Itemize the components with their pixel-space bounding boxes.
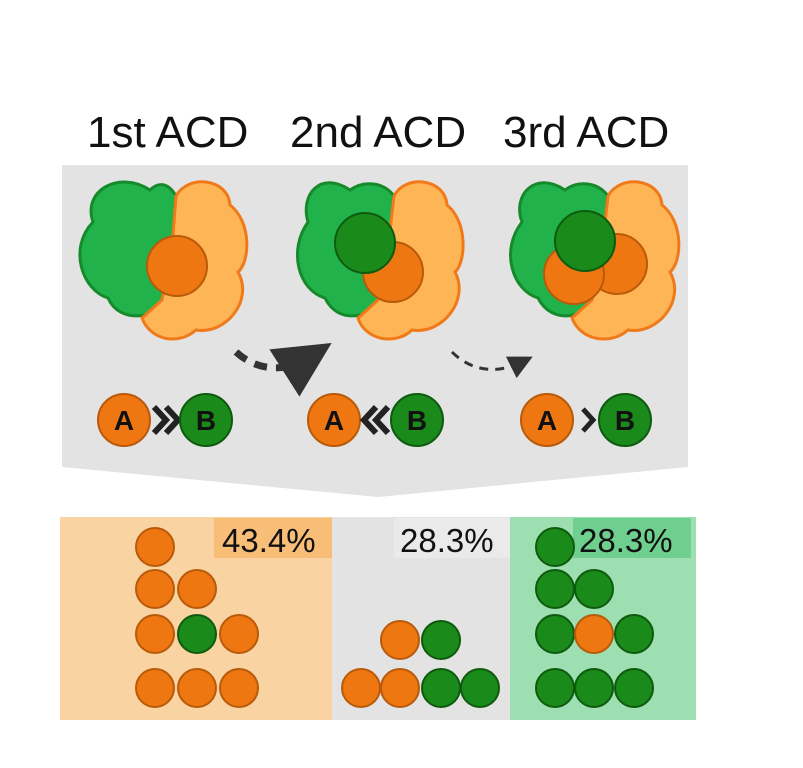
relation-stage-2: A B <box>307 393 444 447</box>
stage-3-title: 3rd ACD <box>503 108 670 157</box>
cell-a-badge <box>97 393 151 447</box>
dominance-chevrons <box>151 404 183 436</box>
stage-1-title: 1st ACD <box>87 108 249 157</box>
cell-a-label: A <box>114 405 134 436</box>
percent-badge-bg-2 <box>394 518 510 558</box>
outcome-cell-green <box>535 569 575 609</box>
percent-label-2: 28.3% <box>400 522 494 559</box>
cell-stage-1 <box>78 180 249 341</box>
cell-a-badge <box>520 393 574 447</box>
cell-a-label: A <box>537 405 557 436</box>
cell-b-badge <box>179 393 233 447</box>
cell-b-label: B <box>615 405 635 436</box>
cell-b-label: B <box>407 405 427 436</box>
outcome-cell-orange <box>135 668 175 708</box>
outcome-cell-orange <box>574 614 614 654</box>
stage-2-title: 2nd ACD <box>290 108 467 157</box>
outcome-cell-orange <box>135 614 175 654</box>
outcome-circles-1 <box>135 527 259 708</box>
outcome-cell-green <box>177 614 217 654</box>
outcome-cell-green <box>574 668 614 708</box>
arrow-2-to-3 <box>450 350 533 379</box>
outcome-cell-green <box>614 668 654 708</box>
arrow-1-to-2 <box>233 342 332 397</box>
relation-stage-1: A B <box>97 393 233 447</box>
outcome-cell-green <box>421 668 461 708</box>
outcome-cell-orange <box>219 668 259 708</box>
outcome-cell-green <box>535 527 575 567</box>
outcome-cell-orange <box>380 620 420 660</box>
percent-label-3: 28.3% <box>579 522 673 559</box>
cell-a-label: A <box>324 405 344 436</box>
outcome-circles-2 <box>341 620 500 708</box>
dominance-chevron <box>581 407 597 433</box>
outcome-cell-orange <box>177 569 217 609</box>
percent-badge-bg-1 <box>214 518 332 558</box>
outcome-circles-3 <box>535 527 654 708</box>
relation-stage-3: A B <box>520 393 652 447</box>
outcome-cell-green <box>535 668 575 708</box>
outcome-cell-orange <box>380 668 420 708</box>
cell-stage-2 <box>295 180 465 341</box>
cell-b-label: B <box>196 405 216 436</box>
cell-b-badge <box>390 393 444 447</box>
percent-badge-bg-3 <box>573 518 691 558</box>
outcome-cell-orange <box>341 668 381 708</box>
cell-stage-3 <box>509 180 681 341</box>
nucleus-green <box>554 210 616 272</box>
outcome-cell-green <box>460 668 500 708</box>
nucleus-green <box>334 212 396 274</box>
outcome-cell-orange <box>135 569 175 609</box>
outcome-cell-orange <box>177 668 217 708</box>
outcome-cell-green <box>421 620 461 660</box>
nucleus-orange <box>146 235 208 297</box>
outcome-cell-orange <box>219 614 259 654</box>
outcome-cell-orange <box>135 527 175 567</box>
outcome-cell-green <box>574 569 614 609</box>
percent-label-1: 43.4% <box>222 522 316 559</box>
cell-b-badge <box>598 393 652 447</box>
dominance-chevrons <box>359 404 391 436</box>
outcome-cell-green <box>614 614 654 654</box>
outcome-cell-green <box>535 614 575 654</box>
